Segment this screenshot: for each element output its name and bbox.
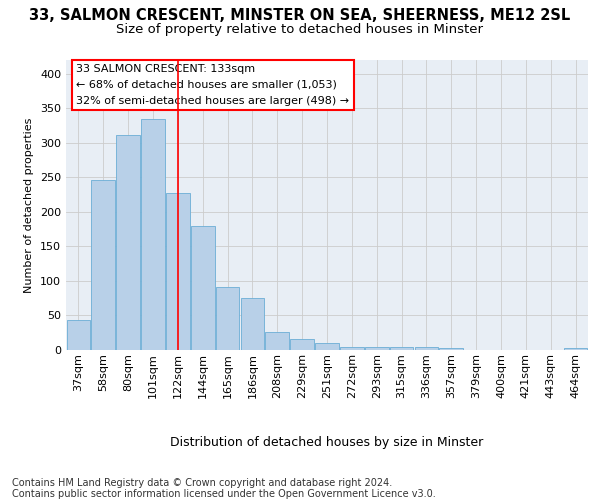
Bar <box>564 348 587 350</box>
Text: Contains public sector information licensed under the Open Government Licence v3: Contains public sector information licen… <box>12 489 436 499</box>
Bar <box>67 320 90 350</box>
Text: Contains HM Land Registry data © Crown copyright and database right 2024.: Contains HM Land Registry data © Crown c… <box>12 478 392 488</box>
Bar <box>141 118 165 350</box>
Bar <box>166 192 190 350</box>
Bar <box>390 346 413 350</box>
Bar <box>315 343 339 350</box>
Bar <box>439 348 463 350</box>
Y-axis label: Number of detached properties: Number of detached properties <box>25 118 34 292</box>
Bar <box>415 347 438 350</box>
Bar <box>91 180 115 350</box>
Text: 33, SALMON CRESCENT, MINSTER ON SEA, SHEERNESS, ME12 2SL: 33, SALMON CRESCENT, MINSTER ON SEA, SHE… <box>29 8 571 22</box>
Bar <box>116 134 140 350</box>
Text: Distribution of detached houses by size in Minster: Distribution of detached houses by size … <box>170 436 484 449</box>
Bar <box>340 347 364 350</box>
Bar <box>241 298 264 350</box>
Text: 33 SALMON CRESCENT: 133sqm
← 68% of detached houses are smaller (1,053)
32% of s: 33 SALMON CRESCENT: 133sqm ← 68% of deta… <box>76 64 350 106</box>
Text: Size of property relative to detached houses in Minster: Size of property relative to detached ho… <box>116 22 484 36</box>
Bar <box>290 339 314 350</box>
Bar <box>191 226 215 350</box>
Bar <box>216 287 239 350</box>
Bar <box>365 346 389 350</box>
Bar <box>265 332 289 350</box>
